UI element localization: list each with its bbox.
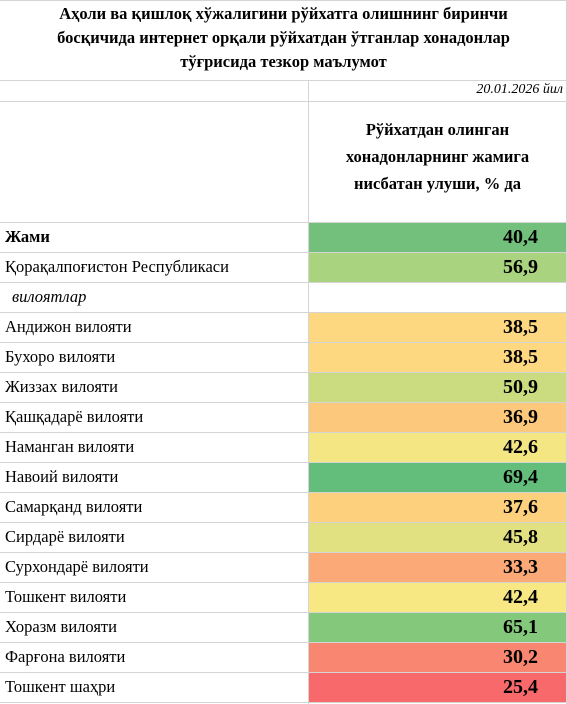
value-cell: 25,4 <box>309 673 566 702</box>
row-label: Сирдарё вилояти <box>5 527 125 546</box>
value-cell: 42,4 <box>309 583 566 612</box>
value-cell: 40,4 <box>309 223 566 252</box>
grid-line <box>0 462 567 463</box>
row-label: Жами <box>5 227 50 246</box>
grid-line <box>308 80 309 704</box>
row-label: вилоятлар <box>12 287 87 306</box>
grid-line <box>0 80 567 81</box>
row-label: Фарғона вилояти <box>5 647 126 666</box>
title-line: Аҳоли ва қишлоқ хўжалигини рўйхатга олиш… <box>59 4 508 23</box>
row-label: Тошкент вилояти <box>5 587 127 606</box>
grid-line <box>0 642 567 643</box>
row-label: Сурхондарё вилояти <box>5 557 149 576</box>
grid-line <box>0 312 567 313</box>
row-label: Хоразм вилояти <box>5 617 117 636</box>
row-label: Самарқанд вилояти <box>5 497 143 516</box>
date: 20.01.2026 йил <box>476 82 563 97</box>
row-label: Қашқадарё вилояти <box>5 407 144 426</box>
value-cell: 38,5 <box>309 343 566 372</box>
grid-line <box>0 522 567 523</box>
grid-line <box>0 402 567 403</box>
value-cell: 65,1 <box>309 613 566 642</box>
row-label: Андижон вилояти <box>5 317 132 336</box>
value-cell: 30,2 <box>309 643 566 672</box>
title-line: тўғрисида тезкор маълумот <box>180 52 387 71</box>
column-header-line: нисбатан улуши, % да <box>353 174 522 193</box>
value-cell: 56,9 <box>309 253 566 282</box>
grid-line <box>0 492 567 493</box>
grid-line <box>0 282 567 283</box>
value-cell: 33,3 <box>309 553 566 582</box>
row-label: Қорақалпоғистон Республикаси <box>5 257 229 276</box>
row-label: Тошкент шаҳри <box>5 677 116 696</box>
grid-line <box>0 672 567 673</box>
grid-line <box>0 702 567 703</box>
grid-line <box>0 101 567 102</box>
row-label: Навоий вилояти <box>5 467 119 486</box>
value-cell: 38,5 <box>309 313 566 342</box>
column-header: Рўйхатдан олинган хонадонларнинг жамига … <box>308 116 567 197</box>
row-label: Наманган вилояти <box>5 437 135 456</box>
column-header-line: хонадонларнинг жамига <box>345 147 530 166</box>
value-cell: 69,4 <box>309 463 566 492</box>
value-cell: 36,9 <box>309 403 566 432</box>
grid-line <box>0 372 567 373</box>
value-cell: 45,8 <box>309 523 566 552</box>
grid-line <box>0 432 567 433</box>
value-cell: 42,6 <box>309 433 566 462</box>
title: Аҳоли ва қишлоқ хўжалигини рўйхатга олиш… <box>0 2 567 74</box>
value-cell: 37,6 <box>309 493 566 522</box>
column-header-line: Рўйхатдан олинган <box>365 120 510 139</box>
title-line: босқичида интернет орқали рўйхатдан ўтга… <box>57 28 510 47</box>
row-label: Бухоро вилояти <box>5 347 116 366</box>
grid-line <box>0 252 567 253</box>
value-cell: 50,9 <box>309 373 566 402</box>
row-label: Жиззах вилояти <box>5 377 118 396</box>
grid-line <box>0 612 567 613</box>
grid-line <box>0 582 567 583</box>
grid-line <box>0 0 567 1</box>
grid-line <box>0 342 567 343</box>
grid-line <box>0 552 567 553</box>
grid-line <box>0 222 567 223</box>
